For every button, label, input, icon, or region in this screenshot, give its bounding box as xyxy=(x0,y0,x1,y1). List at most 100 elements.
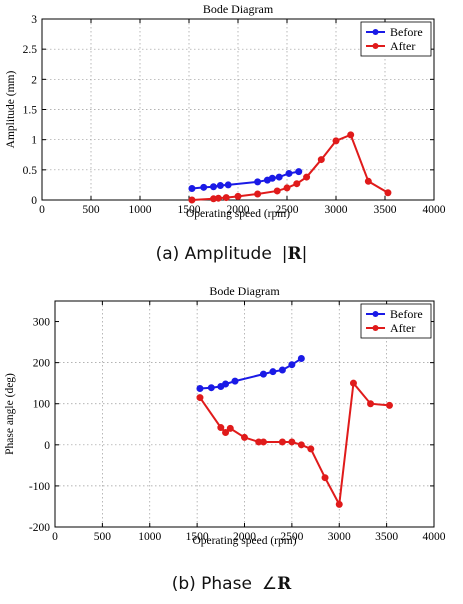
phase-series-before-point xyxy=(288,361,296,369)
amplitude-ytick-label: 2.5 xyxy=(23,44,38,56)
phase-series-before-line xyxy=(199,357,302,390)
phase-legend-box xyxy=(360,303,432,339)
amplitude-xtick-label: 500 xyxy=(82,204,100,216)
phase-chart: 0 500 1000 1500 2000 2500 3000 3500 4000 -200 -100… xyxy=(0,282,463,564)
amplitude-legend-box xyxy=(360,21,432,57)
amplitude-series-before-point xyxy=(295,168,303,176)
phase-series-before-point xyxy=(231,377,239,385)
amplitude-y-axis-label: Amplitude (mm) xyxy=(5,71,17,149)
phase-caption-bold: R xyxy=(277,574,292,594)
amplitude-series-before-point xyxy=(254,178,262,186)
amplitude-chart-title: Bode Diagram xyxy=(203,2,274,16)
amplitude-series-after-point xyxy=(347,131,355,139)
phase-series-after-point xyxy=(217,424,225,432)
amplitude-series-after-point xyxy=(214,194,222,202)
amplitude-ytick-label: 3 xyxy=(31,14,37,26)
phase-series-after-point xyxy=(307,445,315,453)
phase-series-before-point xyxy=(207,384,215,392)
phase-series-before-point xyxy=(297,355,305,363)
phase-series-after-point xyxy=(367,400,375,408)
phase-x-axis-label: Operating speed (rpm) xyxy=(192,535,296,547)
phase-series-after-point xyxy=(226,424,234,432)
phase-ytick-label: 0 xyxy=(44,440,50,452)
phase-series-after-point xyxy=(385,401,393,409)
phase-ytick-label: 300 xyxy=(33,317,51,329)
phase-legend-after-label: After xyxy=(390,321,415,335)
amplitude-series-before-point xyxy=(210,183,217,191)
phase-xtick-label: 2500 xyxy=(280,531,303,543)
amplitude-series-before-point xyxy=(224,181,232,189)
amplitude-series-after-point xyxy=(222,194,230,202)
phase-series-after-point xyxy=(349,379,357,387)
phase-series-after-point xyxy=(297,441,305,449)
amplitude-series-before-point xyxy=(200,183,208,191)
phase-series-after-point xyxy=(288,438,296,446)
amplitude-xtick-label: 3500 xyxy=(374,204,397,216)
amplitude-legend-before-marker xyxy=(372,29,379,35)
amplitude-series-before-point xyxy=(268,174,276,182)
phase-chart-svg: 0 500 1000 1500 2000 2500 3000 3500 4000-200-100… xyxy=(4,284,446,547)
amplitude-caption-bold: R xyxy=(287,244,302,264)
amplitude-caption-prefix: (a) Amplitude xyxy=(155,244,272,264)
amplitude-series-before-point xyxy=(188,185,196,193)
amplitude-xtick-label: 3000 xyxy=(325,204,348,216)
phase-xtick-label: 0 xyxy=(52,531,58,543)
amplitude-series-after-point xyxy=(332,137,340,145)
amplitude-series-after-point xyxy=(364,177,372,185)
phase-series-after-point xyxy=(196,394,204,402)
amplitude-ytick-label: 0.5 xyxy=(23,165,38,177)
amplitude-series-after-point xyxy=(254,190,262,198)
amplitude-xtick-label: 1500 xyxy=(178,204,201,216)
amplitude-series-after-point xyxy=(188,196,196,204)
phase-series-after-point xyxy=(321,474,329,482)
amplitude-chart: 0 500 1000 1500 2000 2500 3000 3500 4000 0 0.5 1 1.5… xyxy=(0,0,463,232)
phase-series-before-point xyxy=(269,368,277,376)
phase-series-after-point xyxy=(241,433,248,441)
amplitude-series-after-point xyxy=(317,156,325,164)
amplitude-ytick-label: 0 xyxy=(31,195,37,207)
phase-series-before-point xyxy=(222,380,230,388)
amplitude-series-before-point xyxy=(275,173,283,181)
phase-legend-before-marker xyxy=(372,311,379,317)
phase-legend-after-marker xyxy=(372,325,379,331)
amplitude-ytick-label: 1.5 xyxy=(23,105,38,117)
phase-ytick-label: 200 xyxy=(33,358,51,370)
amplitude-series-before-point xyxy=(216,182,224,190)
phase-xtick-label: 1000 xyxy=(138,531,161,543)
phase-y-axis-label: Phase angle (deg) xyxy=(4,373,16,455)
amplitude-caption-suffix: | xyxy=(301,244,308,264)
amplitude-series-after-point xyxy=(283,184,291,192)
phase-caption-prefix: (b) Phase xyxy=(171,574,252,594)
amplitude-xtick-label: 4000 xyxy=(423,204,446,216)
phase-legend-before-label: Before xyxy=(390,307,423,321)
amplitude-series-after-point xyxy=(234,192,242,200)
amplitude-ytick-label: 2 xyxy=(31,74,37,86)
amplitude-series-after-point xyxy=(303,173,311,181)
amplitude-legend-before-label: Before xyxy=(390,25,423,39)
phase-series-after-point xyxy=(259,438,267,446)
phase-caption: (b) Phase ∠R xyxy=(0,574,463,594)
phase-xtick-label: 2000 xyxy=(233,531,256,543)
amplitude-caption: (a) Amplitude |R| xyxy=(0,244,463,264)
phase-chart-title: Bode Diagram xyxy=(209,284,280,298)
amplitude-xtick-label: 2500 xyxy=(276,204,299,216)
phase-series-before-point xyxy=(196,385,204,393)
amplitude-chart-svg: 0 500 1000 1500 2000 2500 3000 3500 4000 0 0.5 1 1.5… xyxy=(5,2,446,220)
amplitude-series-after-point xyxy=(293,180,301,188)
amplitude-xtick-label: 2000 xyxy=(227,204,250,216)
phase-xtick-label: 500 xyxy=(94,531,112,543)
amplitude-legend-after-marker xyxy=(372,43,379,49)
phase-ytick-label: 100 xyxy=(33,399,51,411)
amplitude-series-after-point xyxy=(273,187,281,195)
phase-ytick-label: -200 xyxy=(29,522,50,534)
phase-ytick-label: -100 xyxy=(29,481,50,493)
phase-series-before-point xyxy=(278,366,286,374)
amplitude-xtick-label: 0 xyxy=(39,204,45,216)
phase-series-after-point xyxy=(222,428,230,436)
phase-xtick-label: 3500 xyxy=(375,531,398,543)
amplitude-series-before-point xyxy=(285,169,293,177)
amplitude-x-axis-label: Operating speed (rpm) xyxy=(186,208,290,220)
amplitude-xtick-label: 1000 xyxy=(129,204,152,216)
phase-series-after-point xyxy=(335,500,343,508)
amplitude-series-after-point xyxy=(384,189,392,197)
